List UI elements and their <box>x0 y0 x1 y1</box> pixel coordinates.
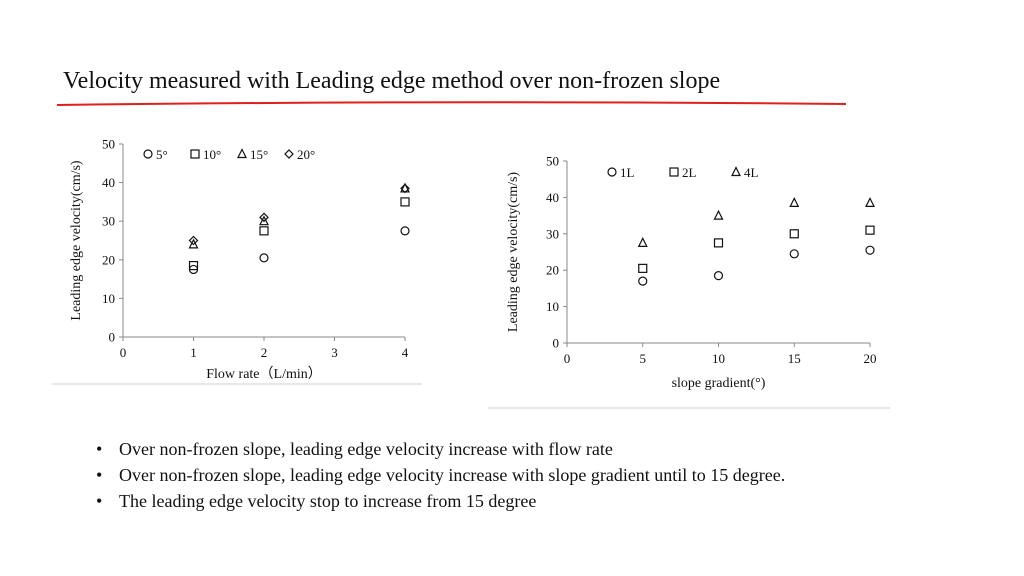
data-point <box>713 238 724 248</box>
x-tick-label: 0 <box>564 351 571 366</box>
y-tick-label: 50 <box>546 154 559 169</box>
x-tick-label: 3 <box>331 345 338 360</box>
data-point <box>865 225 875 235</box>
y-tick-label: 0 <box>109 330 116 345</box>
data-point <box>789 197 800 207</box>
data-point <box>638 263 648 273</box>
bullet-list: • Over non-frozen slope, leading edge vel… <box>96 436 856 514</box>
title-underline-stroke <box>56 101 847 106</box>
legend-marker <box>190 149 200 159</box>
bullet-text: Over non-frozen slope, leading edge velo… <box>119 465 786 485</box>
legend-label: 15° <box>250 147 268 162</box>
data-point <box>188 260 199 271</box>
y-tick-label: 40 <box>102 175 115 190</box>
legend-marker <box>237 148 247 159</box>
data-point <box>259 215 269 226</box>
bullet-dot: • <box>96 465 103 485</box>
legend-marker <box>731 166 741 177</box>
data-point <box>259 253 269 263</box>
x-tick-label: 1 <box>190 345 197 360</box>
slope-gradient-chart: 0 10 20 30 40 50 0 5 10 15 20 slope gradient(°) Lead… <box>488 154 890 409</box>
data-point <box>400 226 410 236</box>
bullet-dot: • <box>96 491 103 511</box>
data-point <box>713 271 724 281</box>
data-point <box>789 229 799 239</box>
legend-label: 10° <box>203 147 221 162</box>
y-tick-label: 20 <box>102 252 115 267</box>
bullet-item: • Over non-frozen slope, leading edge vel… <box>96 462 856 488</box>
x-tick-label: 15 <box>788 351 801 366</box>
y-tick-label: 30 <box>546 226 559 241</box>
data-point <box>259 212 269 223</box>
y-tick-label: 10 <box>546 299 559 314</box>
data-point <box>865 245 875 255</box>
data-point <box>400 197 410 207</box>
x-tick-label: 2 <box>261 345 268 360</box>
x-tick-label: 0 <box>120 345 127 360</box>
x-tick-label: 10 <box>712 351 725 366</box>
data-point <box>400 183 410 194</box>
y-axis-title: Leading edge velocity(cm/s) <box>69 160 84 320</box>
legend-label: 5° <box>156 147 168 162</box>
legend-marker <box>143 149 153 159</box>
data-point <box>638 276 648 286</box>
bullet-item: • Over non-frozen slope, leading edge vel… <box>96 436 856 462</box>
slide-title: Velocity measured with Leading edge meth… <box>63 68 721 94</box>
legend-label: 20° <box>297 147 315 162</box>
x-tick-label: 20 <box>864 351 877 366</box>
y-tick-label: 40 <box>546 190 559 205</box>
legend-marker <box>284 149 294 159</box>
data-point <box>259 226 269 236</box>
legend-label: 1L <box>620 165 635 180</box>
y-axis-title: Leading edge velocity(cm/s) <box>506 172 521 332</box>
data-point <box>789 249 799 259</box>
x-tick-label: 5 <box>640 351 647 366</box>
y-tick-label: 30 <box>102 214 115 229</box>
data-point <box>188 238 199 249</box>
legend-label: 4L <box>744 165 759 180</box>
data-point <box>637 237 648 248</box>
y-tick-label: 0 <box>553 336 560 351</box>
legend-marker <box>669 167 679 177</box>
legend-marker <box>607 167 617 177</box>
data-point <box>188 235 199 246</box>
bullet-text: The leading edge velocity stop to increa… <box>119 491 537 511</box>
bullet-text: Over non-frozen slope, leading edge velo… <box>119 439 613 459</box>
y-tick-label: 10 <box>102 291 115 306</box>
y-tick-label: 20 <box>546 263 559 278</box>
data-point <box>713 209 724 220</box>
title-underline <box>56 101 847 106</box>
flow-rate-chart: 0 10 20 30 40 50 0 1 2 3 4 Flow rate（L/min） Leading … <box>52 137 422 385</box>
bullet-item: • The leading edge velocity stop to incre… <box>96 488 856 514</box>
legend-label: 2L <box>682 165 697 180</box>
data-point <box>865 197 875 207</box>
x-tick-label: 4 <box>402 345 409 360</box>
x-axis-title: slope gradient(°) <box>672 376 766 391</box>
y-tick-label: 50 <box>102 137 115 152</box>
x-axis-title: Flow rate（L/min） <box>206 366 322 382</box>
bullet-dot: • <box>96 439 103 459</box>
